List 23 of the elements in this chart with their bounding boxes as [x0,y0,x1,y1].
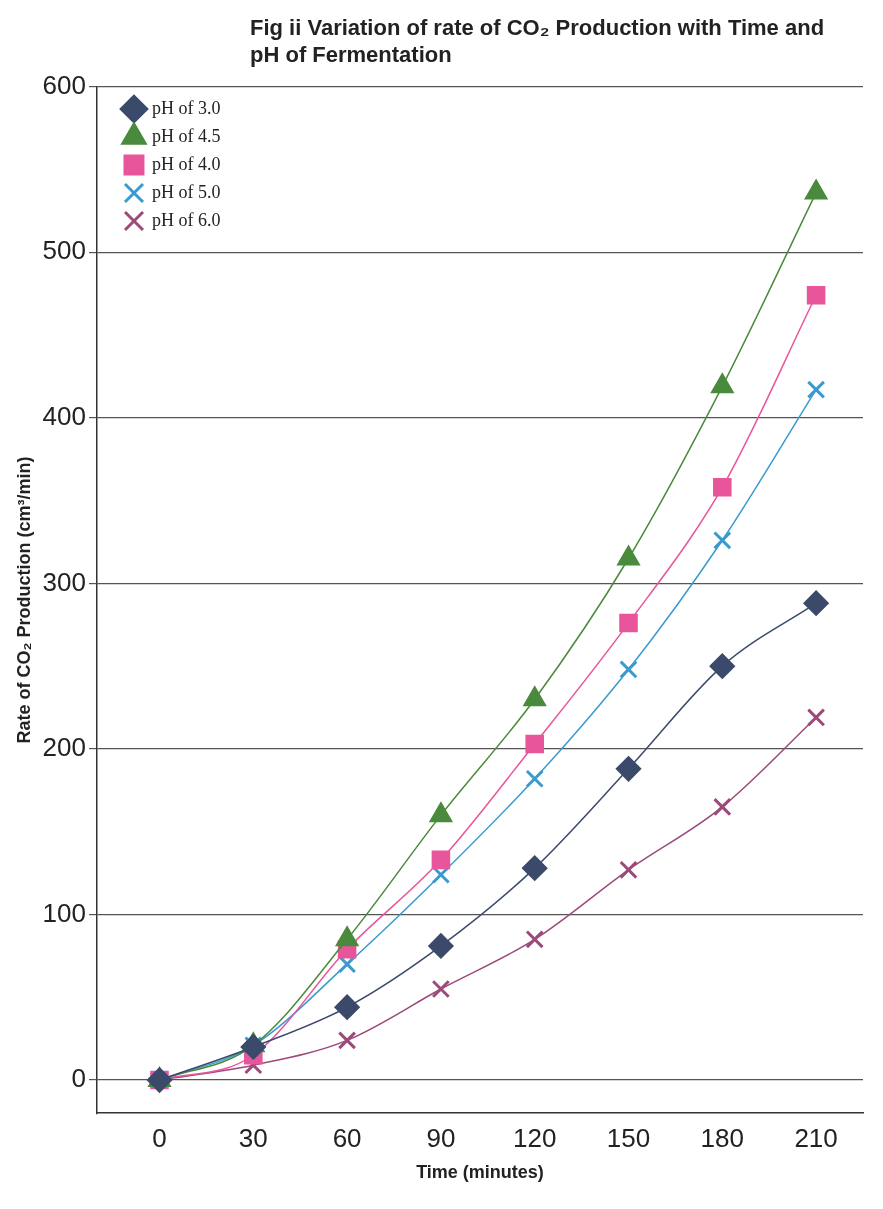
legend-label: pH of 4.0 [151,153,221,174]
x-tick-label: 90 [426,1122,456,1153]
x-tick-label: 60 [332,1122,362,1153]
legend-label: pH of 5.0 [151,181,221,202]
legend-label: pH of 4.5 [151,125,221,146]
y-tick-label: 300 [42,566,86,597]
legend-label: pH of 6.0 [151,209,221,230]
y-axis-title: Rate of CO₂ Production (cm³/min) [13,456,34,744]
y-tick-label: 200 [42,732,86,763]
y-tick-label: 400 [42,400,86,431]
y-tick-label: 600 [42,69,86,100]
x-tick-label: 30 [238,1122,268,1153]
x-tick-label: 210 [794,1122,838,1153]
x-tick-label: 180 [700,1122,744,1153]
legend-label: pH of 3.0 [151,97,221,118]
y-tick-label: 0 [71,1063,86,1094]
x-tick-label: 120 [513,1122,557,1153]
chart-title: Fig ii Variation of rate of CO₂ Production with Time and pH of Fermentation [250,14,826,68]
y-tick-label: 500 [42,235,86,266]
x-tick-label: 150 [606,1122,651,1153]
x-axis-title: Time (minutes) [416,1162,544,1183]
y-tick-label: 100 [42,897,86,928]
x-tick-label: 0 [152,1122,167,1153]
